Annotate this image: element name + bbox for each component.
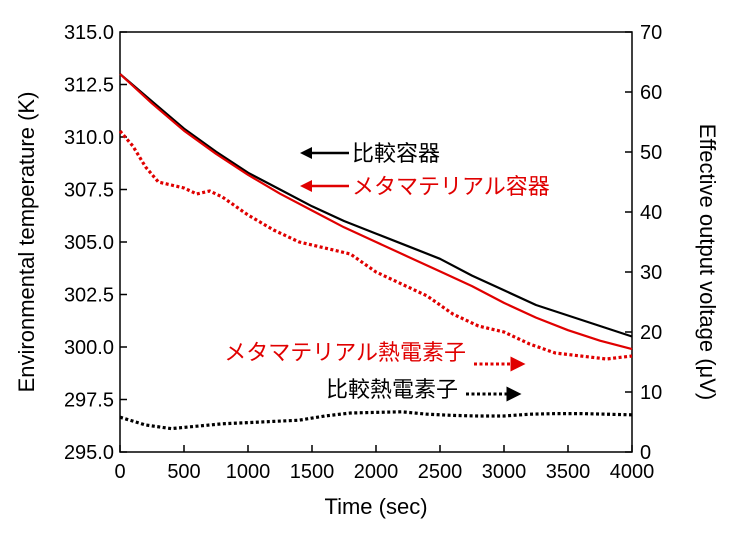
annotation-metamaterial-thermoelectric-label: メタマテリアル熱電素子 [224, 341, 466, 366]
x-tick-label: 0 [114, 461, 125, 483]
annotation-metamaterial-container-label: メタマテリアル容器 [352, 175, 550, 200]
x-tick-label: 3000 [482, 461, 527, 483]
x-tick-label: 1000 [226, 461, 271, 483]
y-left-tick-label: 297.5 [64, 390, 114, 412]
x-tick-label: 3500 [546, 461, 591, 483]
y-left-axis-title: Environmental temperature (K) [14, 92, 39, 393]
y-right-axis-title: Effective output voltage (μV) [695, 124, 720, 400]
x-tick-label: 2500 [418, 461, 463, 483]
ticks-layer: 0 500 1000 1500 2000 2500 3000 3500 4000295.0297… [64, 22, 662, 483]
series-layer [118, 73, 633, 431]
y-right-tick-label: 70 [640, 22, 662, 44]
x-tick-label: 4000 [610, 461, 655, 483]
y-right-tick-label: 50 [640, 142, 662, 164]
metamaterial-container-line [119, 73, 633, 351]
y-left-tick-label: 312.5 [64, 75, 114, 97]
y-right-tick-label: 0 [640, 442, 651, 464]
y-right-tick-label: 40 [640, 202, 662, 224]
y-right-tick-label: 60 [640, 82, 662, 104]
x-tick-label: 2000 [354, 461, 399, 483]
y-right-tick-label: 30 [640, 262, 662, 284]
y-left-tick-label: 315.0 [64, 22, 114, 44]
y-right-tick-label: 20 [640, 322, 662, 344]
comparison-container-line [119, 73, 633, 338]
metamaterial-thermoelectric-line [118, 129, 633, 361]
y-left-tick-label: 307.5 [64, 180, 114, 202]
annotation-comparison-container-label: 比較容器 [352, 142, 440, 167]
comparison-thermoelectric-line [119, 410, 633, 431]
annotation-comparison-thermoelectric-label: 比較熱電素子 [326, 378, 458, 403]
x-tick-label: 1500 [290, 461, 335, 483]
y-left-tick-label: 305.0 [64, 232, 114, 254]
y-right-tick-label: 10 [640, 382, 662, 404]
y-left-tick-label: 302.5 [64, 285, 114, 307]
y-left-tick-label: 300.0 [64, 337, 114, 359]
y-left-tick-label: 295.0 [64, 442, 114, 464]
x-axis-title: Time (sec) [324, 494, 427, 519]
y-left-tick-label: 310.0 [64, 127, 114, 149]
x-tick-label: 500 [167, 461, 200, 483]
